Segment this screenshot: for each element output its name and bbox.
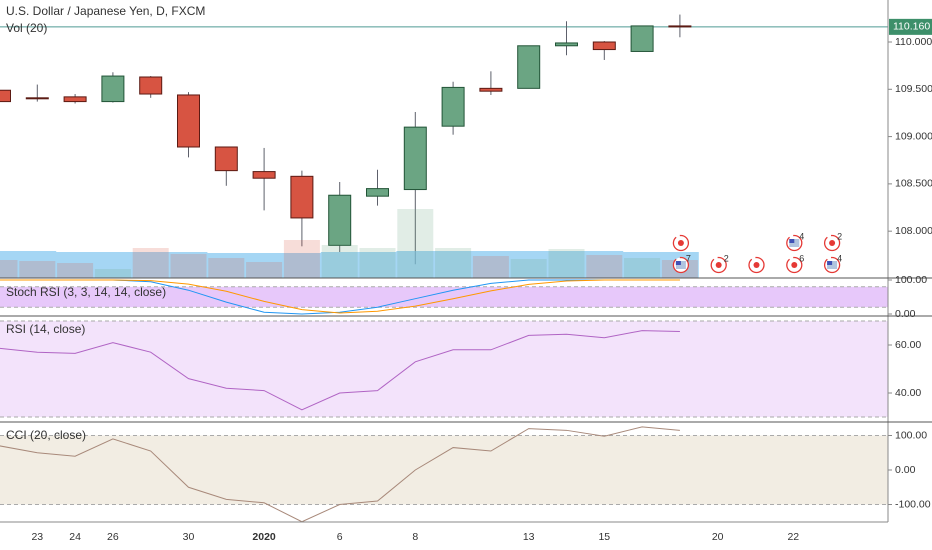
candle-body [252, 171, 276, 179]
event-count: 7 [686, 253, 691, 263]
candle-body [630, 25, 654, 52]
event-flag [789, 239, 795, 243]
y-tick-label: 108.000 [895, 225, 932, 237]
event-count: 4 [837, 253, 842, 263]
candle-body [290, 175, 314, 219]
volume-bar [624, 258, 661, 278]
y-tick-label: 60.00 [895, 339, 921, 351]
y-tick-label: 0.00 [895, 308, 916, 320]
pane-title: RSI (14, close) [6, 322, 85, 336]
event-count: 4 [799, 231, 804, 241]
y-tick-label: 40.00 [895, 387, 921, 399]
candle-body [517, 45, 541, 89]
y-tick-label: 109.500 [895, 83, 932, 95]
x-tick-label: 15 [598, 531, 610, 543]
candle-body [101, 75, 125, 103]
candle-body [0, 89, 11, 103]
x-tick-label: 13 [523, 531, 535, 543]
volume-ma-area [0, 251, 699, 278]
candle-body [366, 188, 389, 197]
pane-title: CCI (20, close) [6, 428, 86, 442]
volume-bar [586, 255, 623, 278]
candle-body [403, 126, 427, 191]
candle-body [139, 76, 163, 95]
volume-bar [208, 258, 245, 278]
y-tick-label: 100.00 [895, 274, 927, 286]
x-tick-label: 23 [31, 531, 43, 543]
volume-bar [321, 245, 358, 278]
indicator-line [0, 279, 680, 314]
volume-bar [246, 262, 283, 278]
x-tick-label: 30 [183, 531, 195, 543]
candle-body [592, 41, 616, 51]
volume-bar [510, 259, 547, 278]
event-count: 6 [799, 253, 804, 263]
last-price-box [889, 18, 932, 35]
x-tick-label: 6 [337, 531, 343, 543]
candle-body [328, 194, 352, 246]
event-dot [829, 240, 836, 246]
x-tick-label: 26 [107, 531, 119, 543]
event-dot [791, 262, 798, 268]
x-tick-label: 20 [712, 531, 724, 543]
candle-body [479, 87, 503, 92]
x-tick-label: 22 [787, 531, 799, 543]
candle-body [177, 94, 200, 148]
pane-title: Stoch RSI (3, 3, 14, 14, close) [6, 285, 166, 299]
candle-body [555, 42, 578, 47]
band [0, 286, 888, 308]
x-tick-label: 8 [412, 531, 418, 543]
band [0, 320, 888, 418]
band [0, 435, 888, 505]
volume-bar [435, 248, 472, 278]
event-count: 2 [724, 253, 729, 263]
indicator-line [0, 330, 680, 411]
volume-bar [19, 261, 56, 278]
event-dot [753, 262, 760, 268]
price-axis-bg [888, 0, 932, 550]
candle-body [214, 146, 238, 172]
last-price-label: 110.160 [893, 21, 930, 33]
x-tick-label: 2020 [252, 531, 276, 543]
chart-title: U.S. Dollar / Japanese Yen, D, FXCM [6, 4, 205, 18]
event-dot [715, 262, 722, 268]
y-tick-label: 100.00 [895, 429, 927, 441]
candle-body [441, 86, 465, 127]
y-tick-label: -100.00 [895, 498, 931, 510]
y-tick-label: 108.500 [895, 178, 932, 190]
event-count: 2 [837, 231, 842, 241]
volume-bar [397, 209, 434, 278]
x-tick-label: 24 [69, 531, 81, 543]
volume-bar [359, 248, 396, 278]
pane-title: Vol (20) [6, 21, 47, 35]
event-dot [677, 240, 684, 246]
y-tick-label: 109.000 [895, 130, 932, 142]
volume-bar [170, 254, 207, 278]
indicator-line [0, 426, 680, 522]
volume-bar [472, 256, 509, 278]
volume-bar [57, 263, 94, 278]
event-flag [827, 261, 833, 265]
event-flag [675, 261, 681, 265]
plot-area [0, 14, 888, 522]
y-tick-label: 110.000 [895, 36, 932, 48]
volume-bar [132, 248, 169, 278]
y-tick-label: 0.00 [895, 464, 916, 476]
candle-body [63, 96, 87, 103]
volume-bar [94, 269, 131, 278]
candle-body [668, 25, 692, 28]
volume-bar [0, 260, 18, 278]
candle-body [25, 97, 49, 100]
volume-bar [548, 249, 585, 278]
volume-bar [283, 240, 320, 278]
